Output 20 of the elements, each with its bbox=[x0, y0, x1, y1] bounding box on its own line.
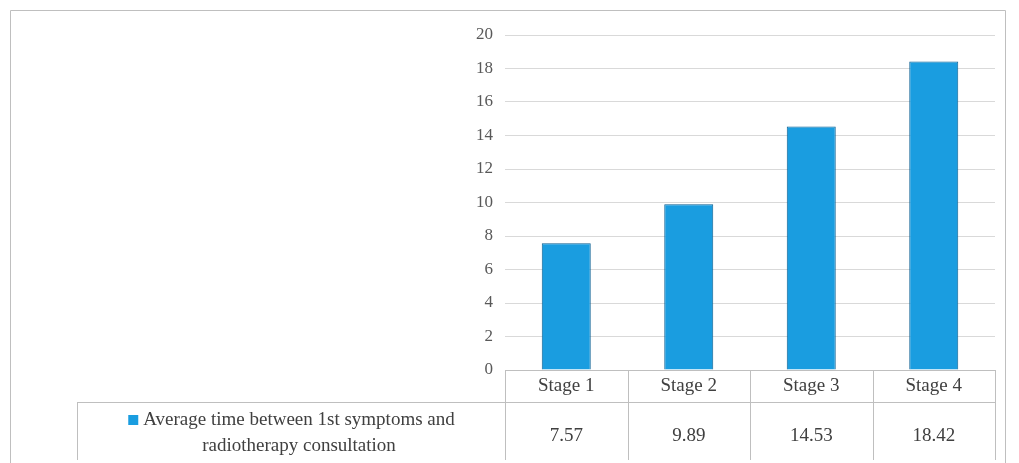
y-tick-label: 10 bbox=[476, 191, 493, 211]
y-tick-label: 6 bbox=[484, 258, 493, 278]
x-tick-label: Stage 1 bbox=[538, 373, 595, 395]
y-tick-label: 4 bbox=[484, 292, 494, 312]
y-tick-label: 12 bbox=[476, 158, 493, 178]
x-tick-label: Stage 4 bbox=[905, 373, 963, 395]
data-label: 14.53 bbox=[789, 423, 833, 445]
y-tick-label: 2 bbox=[484, 325, 493, 345]
y-tick-label: 0 bbox=[484, 359, 493, 379]
y-tick-label: 8 bbox=[484, 225, 493, 245]
x-tick-label: Stage 3 bbox=[783, 373, 840, 395]
x-tick-label: Stage 2 bbox=[660, 373, 717, 395]
data-label: 7.57 bbox=[549, 423, 583, 445]
y-tick-label: 18 bbox=[476, 57, 493, 77]
y-tick-label: 16 bbox=[476, 91, 493, 111]
y-tick-label: 14 bbox=[476, 124, 494, 144]
data-label: 18.42 bbox=[912, 423, 956, 445]
legend-label: Average time between 1st symptoms and radiotherapy consultation bbox=[143, 407, 456, 455]
data-label: 9.89 bbox=[672, 423, 706, 445]
y-tick-label: 20 bbox=[476, 24, 493, 44]
